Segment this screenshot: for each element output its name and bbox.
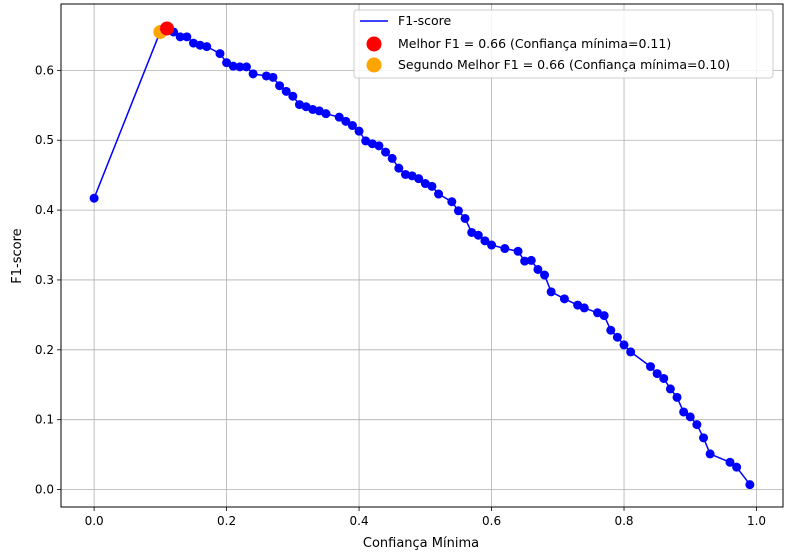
f1-data-point <box>480 236 490 246</box>
f1-data-point <box>354 126 364 136</box>
f1-data-point <box>321 109 331 119</box>
f1-series-points <box>89 23 755 490</box>
legend-box <box>353 9 774 79</box>
f1-data-point <box>672 392 682 402</box>
f1-data-point <box>347 121 357 131</box>
f1-data-point <box>281 86 291 96</box>
highlight-point <box>159 21 174 36</box>
f1-data-point <box>692 420 702 430</box>
f1-data-point <box>540 270 550 280</box>
f1-data-point <box>685 412 695 422</box>
f1-data-point <box>447 197 457 207</box>
legend-marker-second <box>366 57 382 73</box>
f1-data-point <box>705 449 715 459</box>
x-tick-label: 0.8 <box>614 514 633 528</box>
f1-data-point <box>665 384 675 394</box>
f1-data-point <box>288 91 298 101</box>
f1-data-point <box>248 69 258 79</box>
plot-frame <box>60 3 784 508</box>
f1-data-point <box>619 340 629 350</box>
x-tick-label: 0.0 <box>85 514 104 528</box>
f1-data-point <box>533 264 543 274</box>
y-tick-label: 0.1 <box>35 413 54 427</box>
f1-data-point <box>606 325 616 335</box>
x-tick-label: 0.2 <box>217 514 236 528</box>
f1-data-point <box>374 141 384 151</box>
f1-data-point <box>381 147 391 157</box>
f1-data-point <box>175 32 185 42</box>
legend-label-f1: F1-score <box>398 13 452 28</box>
f1-data-point <box>427 181 437 191</box>
f1-data-point <box>487 240 497 250</box>
f1-data-point <box>394 163 404 173</box>
y-tick-label: 0.2 <box>35 343 54 357</box>
y-tick-label: 0.0 <box>35 483 54 497</box>
f1-data-point <box>500 244 510 254</box>
f1-data-point <box>513 246 523 256</box>
f1-data-point <box>387 153 397 163</box>
f1-data-point <box>414 174 424 184</box>
x-tick-label: 0.4 <box>350 514 369 528</box>
f1-data-point <box>732 462 742 472</box>
f1-data-point <box>241 62 251 72</box>
f1-data-point <box>659 373 669 383</box>
f1-data-point <box>559 294 569 304</box>
f1-data-point <box>652 369 662 379</box>
f1-data-point <box>699 433 709 443</box>
x-tick-label: 0.6 <box>482 514 501 528</box>
legend-label-second: Segundo Melhor F1 = 0.66 (Confiança míni… <box>398 57 730 72</box>
y-tick-label: 0.4 <box>35 203 54 217</box>
f1-data-point <box>520 256 530 266</box>
y-tick-label: 0.3 <box>35 273 54 287</box>
f1-data-point <box>228 61 238 71</box>
f1-data-point <box>612 332 622 342</box>
legend-marker-best <box>366 36 382 52</box>
f1-data-point <box>215 49 225 59</box>
f1-data-point <box>453 206 463 216</box>
y-axis-ticks: 0.0 0.1 0.2 0.3 0.4 0.5 0.6 <box>35 63 61 497</box>
f1-data-point <box>222 58 232 68</box>
f1-data-point <box>434 189 444 199</box>
f1-data-point <box>725 457 735 467</box>
f1-data-point <box>341 116 351 126</box>
f1-data-point <box>579 303 589 313</box>
f1-data-point <box>599 311 609 321</box>
f1-data-point <box>626 347 636 357</box>
f1-data-point <box>526 255 536 265</box>
f1-data-point <box>473 230 483 240</box>
grid-lines <box>61 4 783 507</box>
highlight-points <box>153 21 174 39</box>
y-axis-label: F1-score <box>10 228 25 283</box>
f1-data-point <box>679 407 689 417</box>
x-tick-label: 1.0 <box>747 514 766 528</box>
legend-label-best: Melhor F1 = 0.66 (Confiança mínima=0.11) <box>398 36 671 51</box>
y-tick-label: 0.5 <box>35 133 54 147</box>
f1-data-point <box>268 72 278 82</box>
f1-data-point <box>235 62 245 72</box>
f1-data-point <box>646 362 656 372</box>
f1-data-point <box>182 32 192 42</box>
x-axis-label: Confiança Mínima <box>363 536 479 551</box>
f1-data-point <box>202 42 212 52</box>
f1-data-point <box>460 213 470 223</box>
legend: F1-score Melhor F1 = 0.66 (Confiança mín… <box>353 9 774 79</box>
f1-data-point <box>546 287 556 297</box>
y-tick-label: 0.6 <box>35 63 54 77</box>
f1-data-point <box>334 112 344 122</box>
x-axis-ticks: 0.0 0.2 0.4 0.6 0.8 1.0 <box>85 507 766 528</box>
f1-data-point <box>89 193 99 203</box>
f1-data-point <box>745 480 755 490</box>
f1-data-point <box>275 81 285 91</box>
